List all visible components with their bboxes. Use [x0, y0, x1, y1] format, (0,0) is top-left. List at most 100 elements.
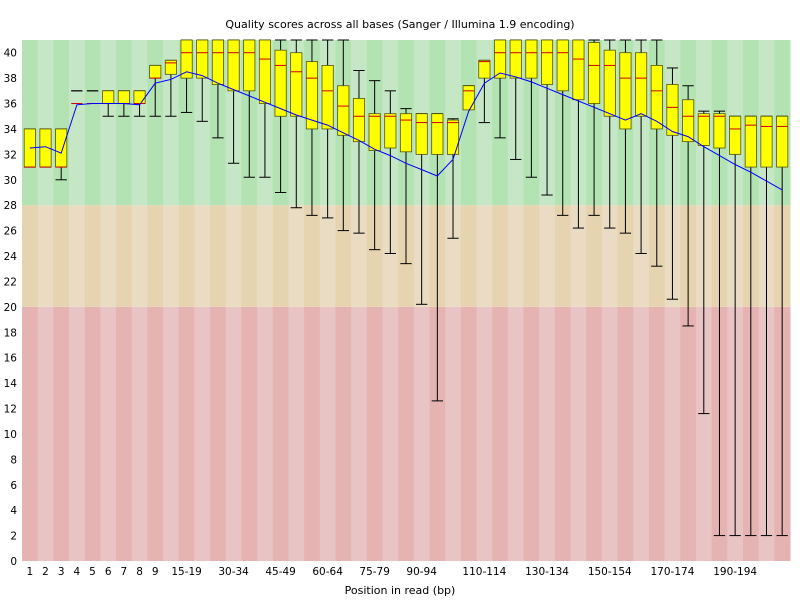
- band-poor-stripe: [163, 306, 180, 561]
- y-tick-label: 18: [4, 327, 17, 339]
- box: [399, 113, 413, 153]
- band-poor-stripe: [586, 306, 603, 561]
- y-tick-label: 28: [4, 200, 17, 212]
- x-tick-label: 150-154: [588, 566, 632, 578]
- box: [321, 65, 334, 130]
- band-reasonable-stripe: [460, 205, 478, 307]
- band-poor-stripe: [257, 306, 274, 561]
- box: [541, 39, 554, 85]
- band-reasonable-stripe: [304, 205, 321, 307]
- box: [588, 42, 601, 104]
- y-tick-label: 22: [4, 276, 17, 288]
- band-good-stripe: [116, 40, 133, 206]
- box: [149, 65, 162, 79]
- box: [180, 39, 193, 79]
- band-good-stripe: [460, 40, 478, 206]
- y-tick-label: 2: [10, 531, 17, 543]
- y-tick-label: 30: [4, 175, 17, 187]
- band-poor-stripe: [22, 306, 39, 561]
- band-reasonable-stripe: [476, 205, 493, 307]
- y-tick-label: 4: [10, 505, 17, 517]
- band-poor-stripe: [351, 306, 368, 561]
- box: [446, 119, 460, 155]
- x-tick-label: 45-49: [265, 566, 296, 578]
- band-reasonable-stripe: [69, 205, 86, 307]
- band-reasonable-stripe: [272, 205, 289, 307]
- box: [337, 85, 350, 136]
- band-reasonable-stripe: [586, 205, 603, 307]
- band-good-stripe: [53, 40, 70, 206]
- band-poor-stripe: [429, 306, 446, 561]
- band-reasonable-stripe: [100, 205, 117, 307]
- band-poor-stripe: [319, 306, 336, 561]
- box: [368, 113, 381, 151]
- band-good-stripe: [69, 40, 86, 206]
- band-poor-stripe: [664, 306, 681, 561]
- band-poor-stripe: [225, 306, 242, 561]
- band-poor-stripe: [570, 306, 587, 561]
- band-reasonable-stripe: [257, 205, 274, 307]
- band-poor-stripe: [476, 306, 493, 561]
- band-poor-stripe: [53, 306, 70, 561]
- box: [729, 115, 742, 155]
- band-poor-stripe: [445, 306, 462, 561]
- box: [666, 84, 679, 136]
- box: [713, 113, 726, 149]
- box: [462, 85, 475, 111]
- band-poor-stripe: [648, 306, 666, 561]
- band-poor-stripe: [539, 306, 556, 561]
- box: [258, 39, 271, 104]
- y-tick-label: 6: [10, 480, 17, 492]
- band-reasonable-stripe: [210, 205, 227, 307]
- band-reasonable-stripe: [53, 205, 70, 307]
- band-reasonable-stripe: [507, 205, 525, 307]
- box: [603, 49, 616, 117]
- band-poor-stripe: [241, 306, 258, 561]
- band-poor-stripe: [633, 306, 650, 561]
- x-tick-label: 7: [121, 566, 128, 578]
- y-tick-label: 10: [4, 429, 17, 441]
- x-tick-label: 110-114: [462, 566, 506, 578]
- band-poor-stripe: [617, 306, 634, 561]
- box: [102, 90, 115, 104]
- band-reasonable-stripe: [194, 205, 211, 307]
- box: [415, 113, 428, 155]
- band-poor-stripe: [100, 306, 117, 561]
- band-reasonable-stripe: [382, 205, 399, 307]
- box: [572, 39, 585, 101]
- box: [55, 128, 68, 168]
- band-reasonable-stripe: [633, 205, 650, 307]
- box: [211, 39, 224, 85]
- band-reasonable-stripe: [37, 205, 54, 307]
- band-reasonable-stripe: [147, 205, 164, 307]
- band-poor-stripe: [460, 306, 478, 561]
- band-good-stripe: [194, 40, 211, 206]
- band-reasonable-stripe: [178, 205, 195, 307]
- box: [431, 113, 444, 155]
- box: [493, 39, 507, 79]
- y-tick-label: 24: [4, 251, 18, 263]
- box: [164, 59, 177, 75]
- band-reasonable-stripe: [225, 205, 242, 307]
- box: [478, 59, 491, 79]
- band-good-stripe: [131, 40, 148, 206]
- box: [243, 39, 256, 92]
- band-poor-stripe: [554, 306, 572, 561]
- band-reasonable-stripe: [319, 205, 336, 307]
- box: [352, 98, 366, 143]
- box: [776, 115, 789, 168]
- band-good-stripe: [84, 40, 101, 206]
- band-reasonable-stripe: [492, 205, 509, 307]
- band-poor-stripe: [69, 306, 86, 561]
- band-poor-stripe: [288, 306, 305, 561]
- box: [744, 115, 757, 168]
- box: [650, 65, 663, 130]
- box: [274, 49, 287, 117]
- x-tick-label: 4: [74, 566, 81, 578]
- x-tick-label: 60-64: [312, 566, 343, 578]
- band-good-stripe: [178, 40, 195, 206]
- y-tick-label: 32: [4, 149, 17, 161]
- x-tick-label: 5: [89, 566, 96, 578]
